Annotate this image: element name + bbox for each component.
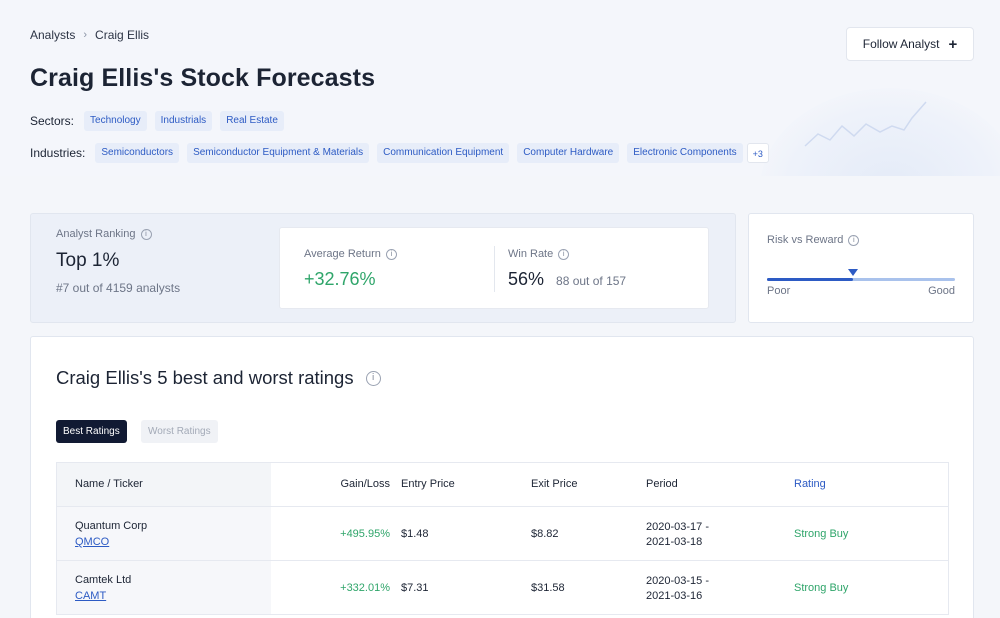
more-industries-badge[interactable]: +3	[746, 143, 769, 163]
period-end: 2021-03-16	[646, 590, 703, 602]
info-icon[interactable]: i	[140, 228, 152, 240]
tab-best-ratings[interactable]: Best Ratings	[56, 420, 127, 443]
period: 2020-03-15 - 2021-03-16	[646, 574, 709, 604]
industry-tag[interactable]: Semiconductors	[95, 143, 180, 163]
ratings-card: Craig Ellis's 5 best and worst ratings i…	[30, 336, 974, 618]
company-name: Camtek Ltd	[75, 574, 132, 586]
entry-price: $1.48	[401, 528, 429, 540]
exit-price: $31.58	[531, 582, 565, 594]
sectors-label: Sectors:	[30, 114, 75, 128]
period: 2020-03-17 - 2021-03-18	[646, 520, 709, 550]
column-gain-loss[interactable]: Gain/Loss	[340, 478, 390, 490]
ratings-table: Name / Ticker Gain/Loss Entry Price Exit…	[56, 462, 949, 615]
performance-card: Average Return i +32.76% Win Rate i 56% …	[279, 227, 709, 309]
ticker-link[interactable]: CAMT	[75, 590, 107, 602]
win-rate-value: 56%	[508, 269, 545, 289]
win-rate-sub: 88 out of 157	[556, 274, 627, 288]
ratings-title: Craig Ellis's 5 best and worst ratings	[56, 367, 354, 388]
column-period[interactable]: Period	[646, 478, 678, 490]
table-row[interactable]: Camtek Ltd CAMT +332.01% $7.31 $31.58 20…	[57, 561, 948, 615]
sector-tag[interactable]: Real Estate	[220, 111, 284, 131]
industry-tag[interactable]: Computer Hardware	[517, 143, 620, 163]
page-title: Craig Ellis's Stock Forecasts	[30, 64, 376, 92]
analyst-header: Analysts › Craig Ellis Follow Analyst + Cr…	[0, 0, 1000, 176]
industry-tag[interactable]: Communication Equipment	[377, 143, 510, 163]
info-icon[interactable]: i	[848, 234, 860, 246]
win-rate-label: Win Rate	[508, 248, 554, 260]
analyst-ranking-label: Analyst Ranking	[56, 228, 136, 240]
plus-icon: +	[948, 35, 958, 53]
gain-value: +495.95%	[340, 528, 390, 540]
info-icon[interactable]: i	[385, 248, 397, 260]
company-name: Quantum Corp	[75, 520, 148, 532]
stat-divider	[494, 246, 495, 292]
follow-analyst-label: Follow Analyst	[862, 37, 940, 51]
period-start: 2020-03-15 -	[646, 575, 709, 587]
sector-tag[interactable]: Technology	[84, 111, 147, 131]
risk-reward-track	[767, 278, 955, 281]
average-return-value: +32.76%	[304, 269, 376, 289]
column-name-ticker[interactable]: Name / Ticker	[75, 478, 143, 490]
analyst-ranking-value: Top 1%	[56, 250, 120, 271]
entry-price: $7.31	[401, 582, 429, 594]
rating-value: Strong Buy	[794, 582, 849, 594]
breadcrumb: Analysts › Craig Ellis	[30, 27, 149, 42]
analyst-ranking-sub: #7 out of 4159 analysts	[56, 281, 181, 295]
risk-poor-label: Poor	[767, 285, 791, 297]
analyst-stats-panel: Analyst Ranking i Top 1% #7 out of 4159 …	[30, 213, 736, 323]
risk-reward-label: Risk vs Reward	[767, 234, 844, 246]
exit-price: $8.82	[531, 528, 559, 540]
average-return: Average Return i +32.76%	[304, 248, 397, 290]
column-entry-price[interactable]: Entry Price	[401, 478, 455, 490]
header-sparkline-icon	[804, 101, 927, 147]
industries-label: Industries:	[30, 146, 86, 160]
breadcrumb-chevron-icon: ›	[83, 28, 88, 41]
risk-good-label: Good	[928, 285, 955, 297]
industry-tag[interactable]: Semiconductor Equipment & Materials	[187, 143, 370, 163]
breadcrumb-current: Craig Ellis	[95, 27, 150, 42]
analyst-ranking: Analyst Ranking i Top 1% #7 out of 4159 …	[56, 228, 180, 295]
rating-value: Strong Buy	[794, 528, 849, 540]
win-rate: Win Rate i 56% 88 out of 157	[508, 248, 626, 290]
info-icon[interactable]: i	[365, 370, 381, 386]
sector-tag[interactable]: Industrials	[154, 111, 213, 131]
industries-row: Industries: Semiconductors Semiconductor…	[30, 143, 769, 163]
sectors-row: Sectors: Technology Industrials Real Est…	[30, 111, 292, 131]
follow-analyst-button[interactable]: Follow Analyst +	[846, 27, 974, 61]
column-rating[interactable]: Rating	[794, 478, 826, 490]
table-row[interactable]: Quantum Corp QMCO +495.95% $1.48 $8.82 2…	[57, 507, 948, 561]
average-return-label: Average Return	[304, 248, 381, 260]
risk-marker-icon	[848, 269, 859, 276]
period-end: 2021-03-18	[646, 536, 703, 548]
column-exit-price[interactable]: Exit Price	[531, 478, 578, 490]
industry-tag[interactable]: Electronic Components	[627, 143, 743, 163]
period-start: 2020-03-17 -	[646, 521, 709, 533]
gain-value: +332.01%	[340, 582, 390, 594]
tab-worst-ratings[interactable]: Worst Ratings	[141, 420, 218, 443]
risk-reward-fill	[767, 278, 854, 281]
table-header: Name / Ticker Gain/Loss Entry Price Exit…	[57, 463, 948, 507]
breadcrumb-analysts-link[interactable]: Analysts	[30, 27, 76, 42]
ticker-link[interactable]: QMCO	[75, 536, 110, 548]
info-icon[interactable]: i	[558, 248, 570, 260]
risk-reward-card: Risk vs Reward i Poor Good	[748, 213, 974, 323]
